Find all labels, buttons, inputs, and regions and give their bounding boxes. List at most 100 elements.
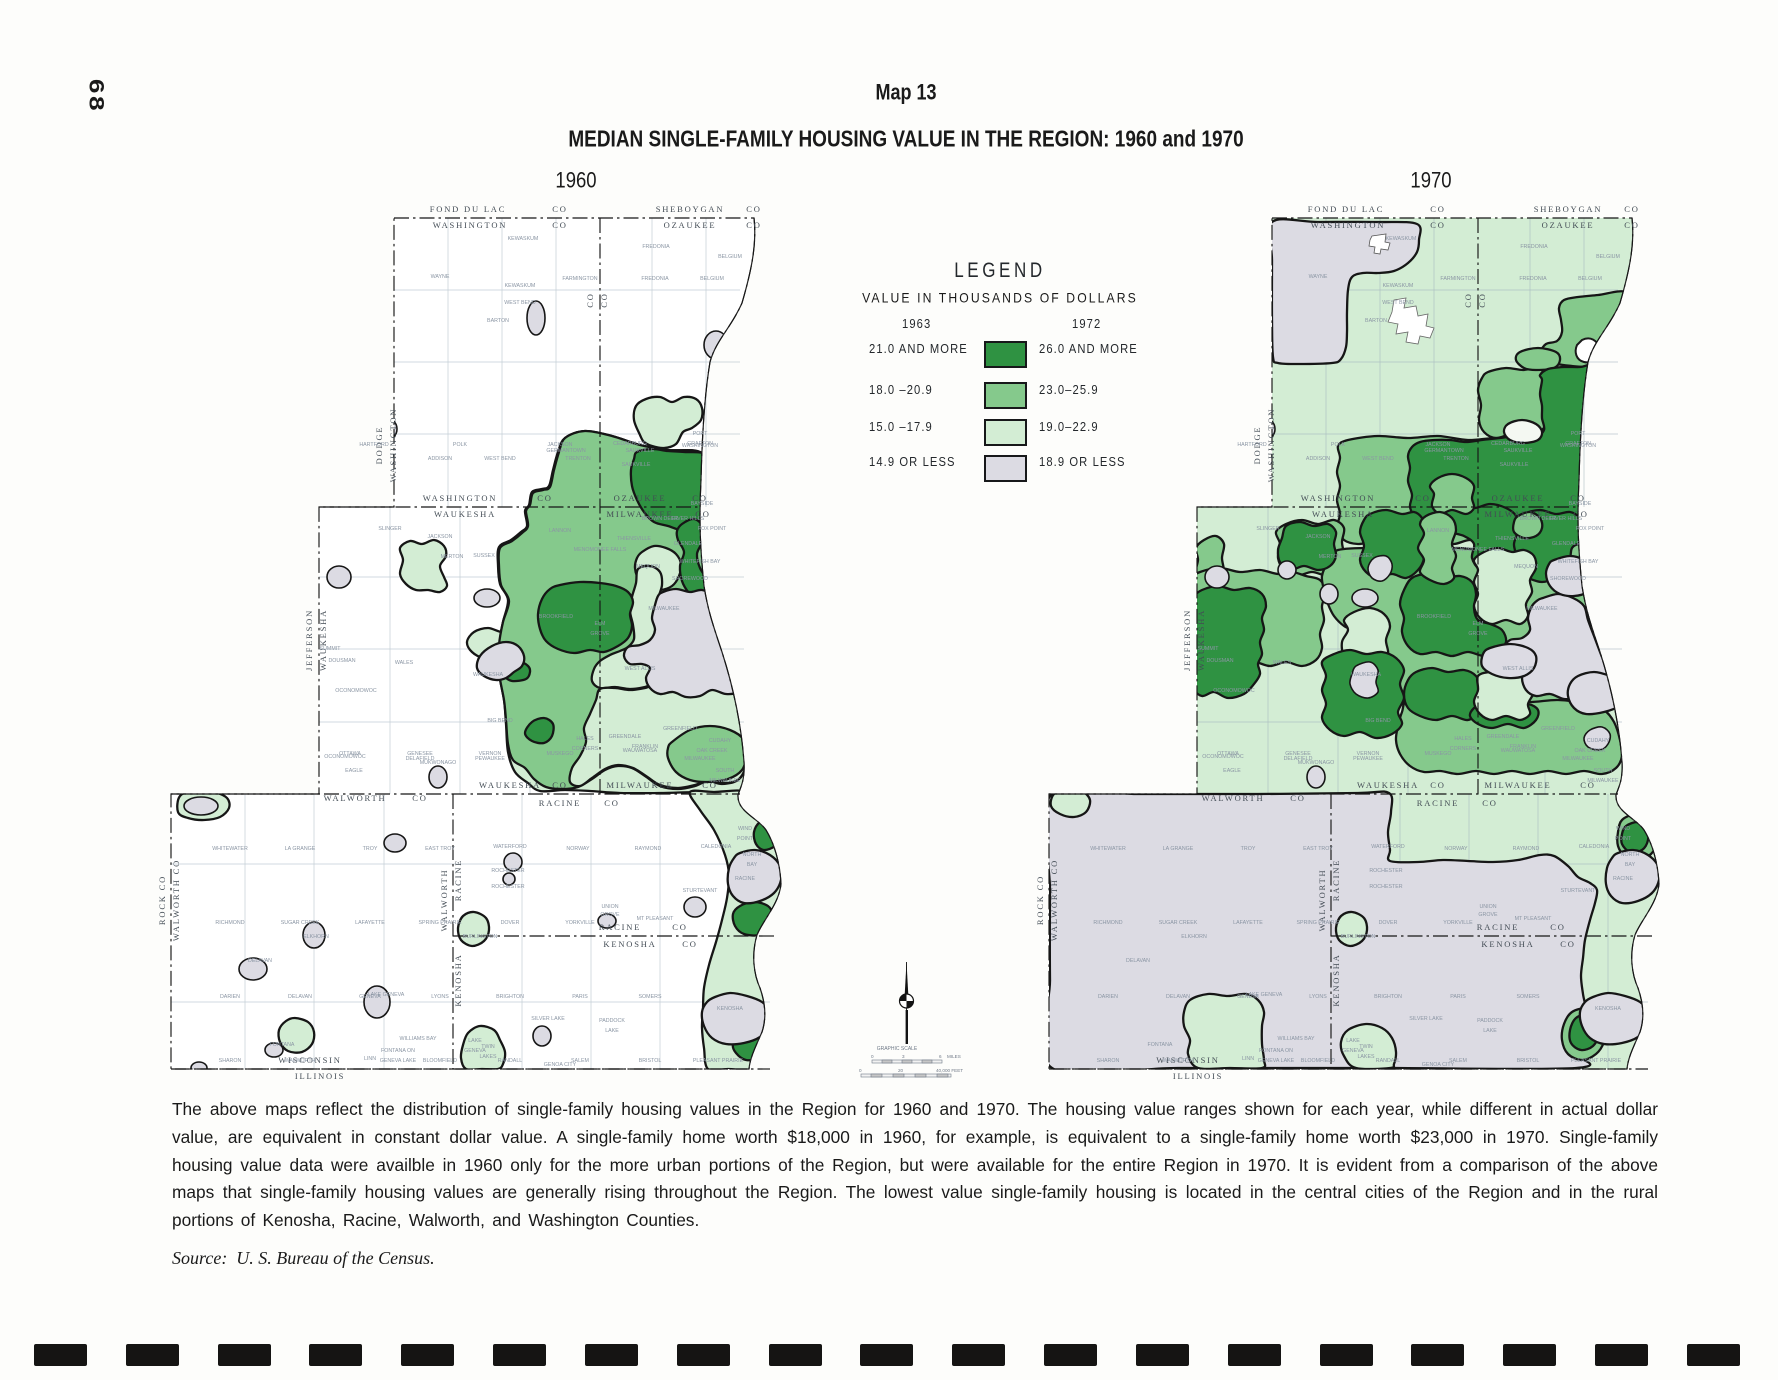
svg-text:WALES: WALES — [1273, 660, 1292, 666]
svg-text:CO: CO — [1570, 493, 1585, 503]
svg-text:BROOKFIELD: BROOKFIELD — [1417, 614, 1451, 620]
svg-text:GREENFIELD: GREENFIELD — [1541, 726, 1575, 732]
svg-text:GERMANTOWN: GERMANTOWN — [1424, 448, 1464, 454]
svg-text:DODGE: DODGE — [1252, 426, 1262, 465]
svg-text:GRAFTON: GRAFTON — [1565, 441, 1591, 447]
svg-text:KENOSHA: KENOSHA — [717, 1006, 743, 1012]
svg-text:KEWASKUM: KEWASKUM — [505, 283, 536, 289]
svg-text:WAUKESHA: WAUKESHA — [479, 780, 541, 790]
svg-text:KEWASKUM: KEWASKUM — [1383, 283, 1414, 289]
svg-text:CORNERS: CORNERS — [572, 746, 599, 752]
svg-text:LINN: LINN — [1242, 1056, 1254, 1062]
svg-text:CO: CO — [1560, 939, 1575, 949]
svg-text:KENOSHA: KENOSHA — [453, 953, 463, 1006]
svg-text:GERMANTOWN: GERMANTOWN — [546, 448, 586, 454]
svg-text:BELGIUM: BELGIUM — [718, 254, 742, 260]
svg-text:ROCHESTER: ROCHESTER — [1369, 868, 1402, 874]
svg-text:MT PLEASANT: MT PLEASANT — [1515, 916, 1552, 922]
svg-text:SOUTH: SOUTH — [716, 768, 735, 774]
svg-text:LAKE: LAKE — [1483, 1028, 1497, 1034]
svg-text:HALES: HALES — [1454, 736, 1472, 742]
svg-text:SUGAR CREEK: SUGAR CREEK — [1159, 920, 1198, 926]
svg-text:WALWORTH CO: WALWORTH CO — [171, 859, 181, 941]
svg-text:WEST ALLIS: WEST ALLIS — [1503, 666, 1534, 672]
svg-text:GREENDALE: GREENDALE — [1487, 734, 1520, 740]
svg-text:WAUKESHA: WAUKESHA — [1312, 509, 1374, 519]
svg-text:SAUKVILLE: SAUKVILLE — [626, 448, 655, 454]
svg-text:CO: CO — [1477, 292, 1487, 307]
svg-text:POLK: POLK — [453, 442, 468, 448]
svg-text:RACINE: RACINE — [1417, 798, 1459, 808]
svg-text:CO: CO — [695, 509, 710, 519]
svg-text:CO: CO — [585, 292, 595, 307]
svg-text:CO: CO — [599, 292, 609, 307]
svg-text:MERTON: MERTON — [1319, 554, 1342, 560]
svg-text:WASHINGTON: WASHINGTON — [1560, 443, 1596, 449]
svg-text:BAYSIDE: BAYSIDE — [1569, 501, 1592, 507]
svg-text:SUGAR CREEK: SUGAR CREEK — [281, 920, 320, 926]
svg-text:MILWAUKEE: MILWAUKEE — [606, 509, 673, 519]
svg-text:SALEM: SALEM — [1449, 1058, 1467, 1064]
svg-text:KENOSHA: KENOSHA — [1481, 939, 1534, 949]
svg-text:BELGIUM: BELGIUM — [1578, 276, 1602, 282]
svg-text:DARIEN: DARIEN — [220, 994, 240, 1000]
svg-text:STURTEVANT: STURTEVANT — [683, 888, 719, 894]
svg-text:DELAVAN: DELAVAN — [1126, 958, 1150, 964]
svg-text:WISCONSIN: WISCONSIN — [1156, 1055, 1219, 1065]
svg-text:CO: CO — [682, 939, 697, 949]
svg-text:BRISTOL: BRISTOL — [1517, 1058, 1540, 1064]
svg-text:TRENTON: TRENTON — [1443, 456, 1469, 462]
svg-text:LAKE GENEVA: LAKE GENEVA — [368, 992, 405, 998]
svg-text:YORKVILLE: YORKVILLE — [565, 920, 595, 926]
svg-text:WASHINGTON: WASHINGTON — [1266, 408, 1276, 483]
svg-text:FARMINGTON: FARMINGTON — [1440, 276, 1475, 282]
svg-text:WEST BEND: WEST BEND — [1362, 456, 1394, 462]
svg-text:MILWAUKEE: MILWAUKEE — [1587, 778, 1619, 784]
svg-text:RACINE: RACINE — [453, 859, 463, 901]
svg-text:NORWAY: NORWAY — [1444, 846, 1468, 852]
svg-text:GROVE: GROVE — [590, 631, 610, 637]
svg-text:FONTANA ON: FONTANA ON — [1259, 1048, 1293, 1054]
svg-text:FRANKLIN: FRANKLIN — [1510, 744, 1536, 750]
svg-text:POLK: POLK — [1331, 442, 1346, 448]
svg-text:WASHINGTON: WASHINGTON — [1311, 220, 1386, 230]
svg-text:SOMERS: SOMERS — [1517, 994, 1540, 1000]
svg-text:SAUKVILLE: SAUKVILLE — [622, 462, 651, 468]
svg-text:THIENSVILLE: THIENSVILLE — [1495, 536, 1529, 542]
svg-text:DOUSMAN: DOUSMAN — [328, 658, 355, 664]
svg-text:MEQUON: MEQUON — [1514, 564, 1538, 570]
svg-text:RAYMOND: RAYMOND — [635, 846, 662, 852]
svg-text:WALWORTH: WALWORTH — [285, 1058, 316, 1064]
svg-text:MENOMONEE FALLS: MENOMONEE FALLS — [1452, 547, 1505, 553]
svg-text:FOX POINT: FOX POINT — [1576, 526, 1605, 532]
svg-text:EAST TROY: EAST TROY — [425, 846, 455, 852]
svg-text:WALES: WALES — [395, 660, 414, 666]
svg-text:CO: CO — [1430, 780, 1445, 790]
svg-text:OZAUKEE: OZAUKEE — [1492, 493, 1545, 503]
svg-text:CO: CO — [746, 220, 761, 230]
svg-text:LAKE: LAKE — [1346, 1038, 1360, 1044]
svg-text:PLEASANT PRAIRIE: PLEASANT PRAIRIE — [1571, 1058, 1622, 1064]
svg-text:WASHINGTON: WASHINGTON — [388, 408, 398, 483]
svg-text:BROWN DEER: BROWN DEER — [1520, 516, 1557, 522]
svg-text:PORT: PORT — [1571, 431, 1586, 437]
svg-text:PADDOCK: PADDOCK — [599, 1018, 625, 1024]
svg-text:LAKE: LAKE — [605, 1028, 619, 1034]
svg-text:MILWAUKEE: MILWAUKEE — [709, 778, 741, 784]
svg-text:SHEBOYGAN: SHEBOYGAN — [1534, 204, 1603, 214]
svg-text:WEST BEND: WEST BEND — [484, 456, 516, 462]
svg-text:DOVER: DOVER — [1379, 920, 1398, 926]
svg-text:BARTON: BARTON — [1365, 318, 1387, 324]
svg-text:LAKE GENEVA: LAKE GENEVA — [1246, 992, 1283, 998]
svg-text:EAGLE: EAGLE — [1223, 768, 1241, 774]
svg-text:OZAUKEE: OZAUKEE — [664, 220, 717, 230]
svg-text:CO: CO — [692, 493, 707, 503]
svg-text:SPRING PRAIRIE: SPRING PRAIRIE — [419, 920, 462, 926]
svg-text:GENEVA: GENEVA — [464, 1048, 486, 1054]
svg-text:SHARON: SHARON — [219, 1058, 242, 1064]
svg-text:HARTFORD: HARTFORD — [359, 442, 389, 448]
svg-text:CO: CO — [412, 793, 427, 803]
svg-text:BRIGHTON: BRIGHTON — [1374, 994, 1402, 1000]
svg-text:CUDAHY: CUDAHY — [1587, 738, 1610, 744]
svg-text:RICHMOND: RICHMOND — [1093, 920, 1122, 926]
